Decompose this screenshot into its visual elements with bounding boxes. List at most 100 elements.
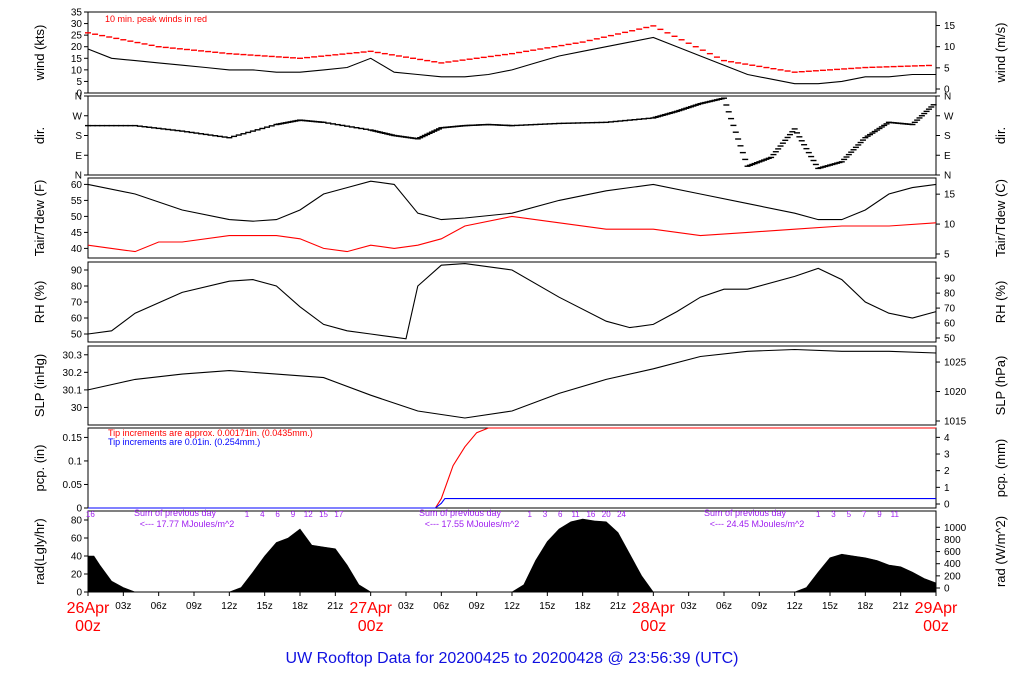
left-tick-label: 0.15 bbox=[63, 433, 83, 444]
y-axis-label-right: SLP (hPa) bbox=[993, 356, 1008, 416]
hour-label: 6 bbox=[275, 510, 280, 519]
left-tick-label: N bbox=[75, 171, 82, 182]
series-line bbox=[87, 263, 937, 340]
hour-label: 3 bbox=[831, 510, 836, 519]
left-tick-label: 0 bbox=[76, 504, 82, 515]
left-tick-label: E bbox=[75, 151, 82, 162]
panel-frame bbox=[87, 261, 937, 343]
series-line bbox=[87, 348, 937, 419]
hour-label: 9 bbox=[291, 510, 296, 519]
panel-frame bbox=[87, 11, 937, 94]
left-tick-label: 0 bbox=[76, 588, 82, 599]
right-tick-label: 0 bbox=[944, 85, 950, 96]
hour-label: 16 bbox=[586, 510, 595, 519]
day-label-date: 27Apr bbox=[349, 600, 392, 617]
right-tick-label: 0 bbox=[944, 500, 950, 511]
left-tick-label: 80 bbox=[71, 282, 83, 293]
hour-label: 1 bbox=[816, 510, 821, 519]
hour-label: 12 bbox=[304, 510, 313, 519]
left-tick-label: 30 bbox=[71, 19, 83, 30]
hour-label: 7 bbox=[862, 510, 867, 519]
y-axis-label-left: dir. bbox=[32, 127, 47, 144]
right-tick-label: 2 bbox=[944, 466, 950, 477]
day-label-date: 28Apr bbox=[632, 600, 675, 617]
series-line bbox=[88, 427, 936, 509]
series-line bbox=[88, 498, 936, 509]
right-tick-label: E bbox=[944, 151, 951, 162]
left-tick-label: 70 bbox=[71, 298, 83, 309]
left-tick-label: 50 bbox=[71, 212, 83, 223]
series-line bbox=[87, 36, 936, 85]
y-axis-label-right: rad (W/m^2) bbox=[993, 516, 1008, 587]
tip-note-blue: Tip increments are 0.01in. (0.254mm.) bbox=[108, 437, 260, 447]
tip-note-red: Tip increments are approx. 0.00171in. (0… bbox=[108, 428, 313, 438]
x-tick-label: 06z bbox=[716, 601, 732, 612]
hour-label: 24 bbox=[617, 510, 626, 519]
left-tick-label: S bbox=[75, 131, 82, 142]
x-tick-label: 15z bbox=[539, 601, 555, 612]
x-tick-label: 21z bbox=[610, 601, 626, 612]
right-tick-label: 80 bbox=[944, 289, 956, 300]
day-label-date: 29Apr bbox=[915, 600, 958, 617]
left-tick-label: 30 bbox=[71, 403, 83, 414]
left-tick-label: 45 bbox=[71, 228, 83, 239]
right-tick-label: 4 bbox=[944, 433, 950, 444]
left-tick-label: 30.1 bbox=[63, 385, 83, 396]
hour-label: 6 bbox=[558, 510, 563, 519]
panel-annotation: 10 min. peak winds in red bbox=[105, 14, 207, 24]
right-tick-label: 60 bbox=[944, 319, 956, 330]
y-axis-label-left: pcp. (in) bbox=[32, 445, 47, 492]
right-tick-label: 15 bbox=[944, 190, 956, 201]
day-label-time: 00z bbox=[75, 618, 101, 635]
left-tick-label: 60 bbox=[71, 534, 83, 545]
panel-slp: 30 30.1 30.2 30.3 1015 1020 1025 SLP (inHg) SLP … bbox=[32, 345, 1008, 428]
left-tick-label: 10 bbox=[71, 65, 83, 76]
footer-title: UW Rooftop Data for 20200425 to 20200428… bbox=[285, 650, 739, 667]
day-sum-title: Sum of previous day bbox=[704, 508, 787, 518]
x-tick-label: 15z bbox=[822, 601, 838, 612]
right-tick-label: 1015 bbox=[944, 417, 967, 428]
right-tick-label: 1025 bbox=[944, 358, 967, 369]
left-tick-label: 0 bbox=[76, 89, 82, 100]
x-tick-label: 12z bbox=[504, 601, 520, 612]
y-axis-label-left: RH (%) bbox=[32, 281, 47, 324]
left-tick-label: 30.2 bbox=[63, 368, 83, 379]
right-tick-label: 3 bbox=[944, 450, 950, 461]
day-label-time: 00z bbox=[923, 618, 949, 635]
left-tick-label: N bbox=[75, 92, 82, 103]
day-sum-title: Sum of previous day bbox=[134, 508, 217, 518]
y-axis-label-right: wind (m/s) bbox=[993, 23, 1008, 84]
x-tick-label: 18z bbox=[857, 601, 873, 612]
hour-label: 4 bbox=[260, 510, 265, 519]
right-tick-label: 90 bbox=[944, 274, 956, 285]
hour-label: 1 bbox=[527, 510, 532, 519]
right-tick-label: 600 bbox=[944, 547, 961, 558]
left-tick-label: 0.05 bbox=[63, 480, 83, 491]
left-tick-label: W bbox=[73, 111, 83, 122]
left-tick-label: 80 bbox=[71, 516, 83, 527]
panel-temp: 40 45 50 55 60 5 10 15 Tair/Tdew (F) Tair/Tdew (C… bbox=[32, 177, 1008, 261]
left-tick-label: 5 bbox=[76, 77, 82, 88]
day-label-time: 00z bbox=[640, 618, 666, 635]
right-tick-label: 800 bbox=[944, 535, 961, 546]
day-sum-value: <--- 17.55 MJoules/m^2 bbox=[425, 519, 520, 529]
x-tick-label: 12z bbox=[787, 601, 803, 612]
right-tick-label: 1000 bbox=[944, 523, 967, 534]
x-tick-label: 03z bbox=[398, 601, 414, 612]
left-tick-label: 50 bbox=[71, 330, 83, 341]
hour-label: 9 bbox=[877, 510, 882, 519]
y-axis-label-right: Tair/Tdew (C) bbox=[993, 179, 1008, 257]
right-tick-label: 1 bbox=[944, 483, 950, 494]
x-tick-label: 09z bbox=[469, 601, 485, 612]
left-tick-label: 30.3 bbox=[63, 350, 83, 361]
x-tick-label: 03z bbox=[115, 601, 131, 612]
left-tick-label: 90 bbox=[71, 266, 83, 277]
y-axis-label-right: pcp. (mm) bbox=[993, 439, 1008, 498]
left-tick-label: 20 bbox=[71, 42, 83, 53]
x-tick-label: 21z bbox=[893, 601, 909, 612]
panel-pcp: 0 0.05 0.1 0.15 0 1 2 3 4 pcp. (in) pcp. (mm) Tip i… bbox=[32, 427, 1008, 515]
series-area bbox=[87, 518, 937, 593]
left-tick-label: 40 bbox=[71, 552, 83, 563]
